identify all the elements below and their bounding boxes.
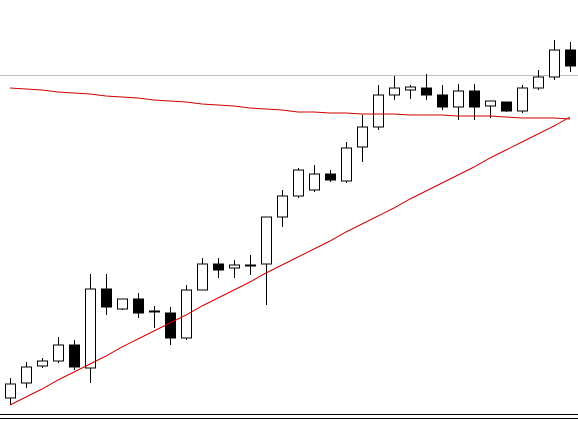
candle-body xyxy=(21,366,32,384)
candle-body xyxy=(101,288,112,308)
candle-body xyxy=(485,100,496,107)
candle-body xyxy=(469,90,480,108)
candle-body xyxy=(549,49,560,78)
candle-body xyxy=(197,263,208,291)
candle-body xyxy=(213,263,224,271)
overlay-line xyxy=(9,116,571,406)
candle-body xyxy=(149,310,160,313)
candle-body xyxy=(37,360,48,367)
candle-body xyxy=(69,344,80,368)
candle-body xyxy=(373,94,384,128)
candle-body xyxy=(5,383,16,399)
overlay-line xyxy=(9,87,571,120)
candle-body xyxy=(389,87,400,96)
candle-body xyxy=(453,90,464,108)
candle-body xyxy=(293,169,304,197)
candle-body xyxy=(165,312,176,339)
candle-body xyxy=(533,76,544,89)
candle-body xyxy=(421,87,432,96)
candle-body xyxy=(517,87,528,112)
candle-body xyxy=(501,101,512,112)
candle-body xyxy=(437,94,448,108)
candle-body xyxy=(357,126,368,148)
candle-body xyxy=(117,298,128,310)
candle-body xyxy=(309,173,320,191)
candle-body xyxy=(341,147,352,182)
candle-body xyxy=(277,195,288,218)
candle-body xyxy=(261,216,272,265)
candle-body xyxy=(53,344,64,362)
candle-body xyxy=(565,49,576,67)
candle-body xyxy=(181,289,192,339)
candle-body xyxy=(325,173,336,181)
candle-body xyxy=(405,86,416,91)
candle-body xyxy=(245,264,256,267)
candle-body xyxy=(85,288,96,369)
candle-body xyxy=(133,298,144,314)
candle-body xyxy=(229,264,240,269)
